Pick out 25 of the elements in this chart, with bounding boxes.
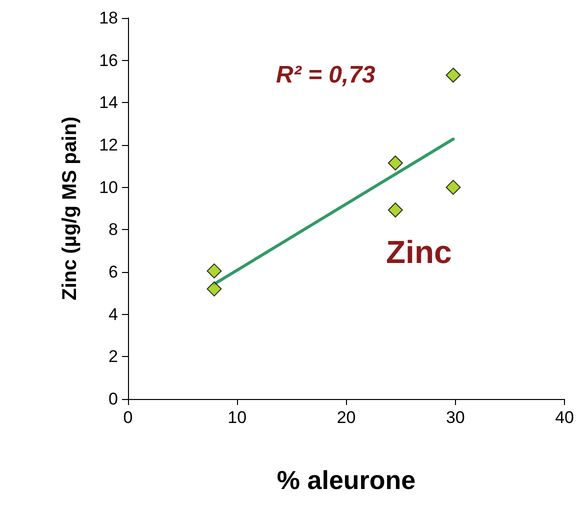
x-tick-label: 30 xyxy=(446,408,465,427)
y-tick-label: 0 xyxy=(108,390,118,408)
point xyxy=(446,68,461,83)
y-axis-title: Zinc (µg/g MS pain) xyxy=(59,116,81,300)
annotation: R² = 0,73 xyxy=(276,62,376,88)
x-axis-title: % aleurone xyxy=(276,465,416,495)
x-tick-label: 40 xyxy=(555,408,574,427)
point xyxy=(388,155,403,170)
y-tick-label: 14 xyxy=(99,93,118,112)
y-tick-label: 10 xyxy=(99,178,118,197)
point xyxy=(206,263,222,278)
y-tick-label: 8 xyxy=(108,220,118,240)
y-tick-label: 18 xyxy=(99,8,118,28)
y-tick-label: 4 xyxy=(108,304,118,324)
x-tick-label: 20 xyxy=(336,408,356,427)
x-tick-label: 0 xyxy=(123,408,133,427)
y-tick-label: 2 xyxy=(108,347,118,366)
x-tick-label: 10 xyxy=(228,408,247,427)
point xyxy=(446,180,461,195)
y-tick-label: 16 xyxy=(99,50,118,70)
point xyxy=(388,202,403,218)
y-tick-label: 6 xyxy=(108,262,118,282)
point xyxy=(206,281,222,296)
y-tick-label: 12 xyxy=(99,136,118,154)
annotation: Zinc xyxy=(386,234,452,270)
